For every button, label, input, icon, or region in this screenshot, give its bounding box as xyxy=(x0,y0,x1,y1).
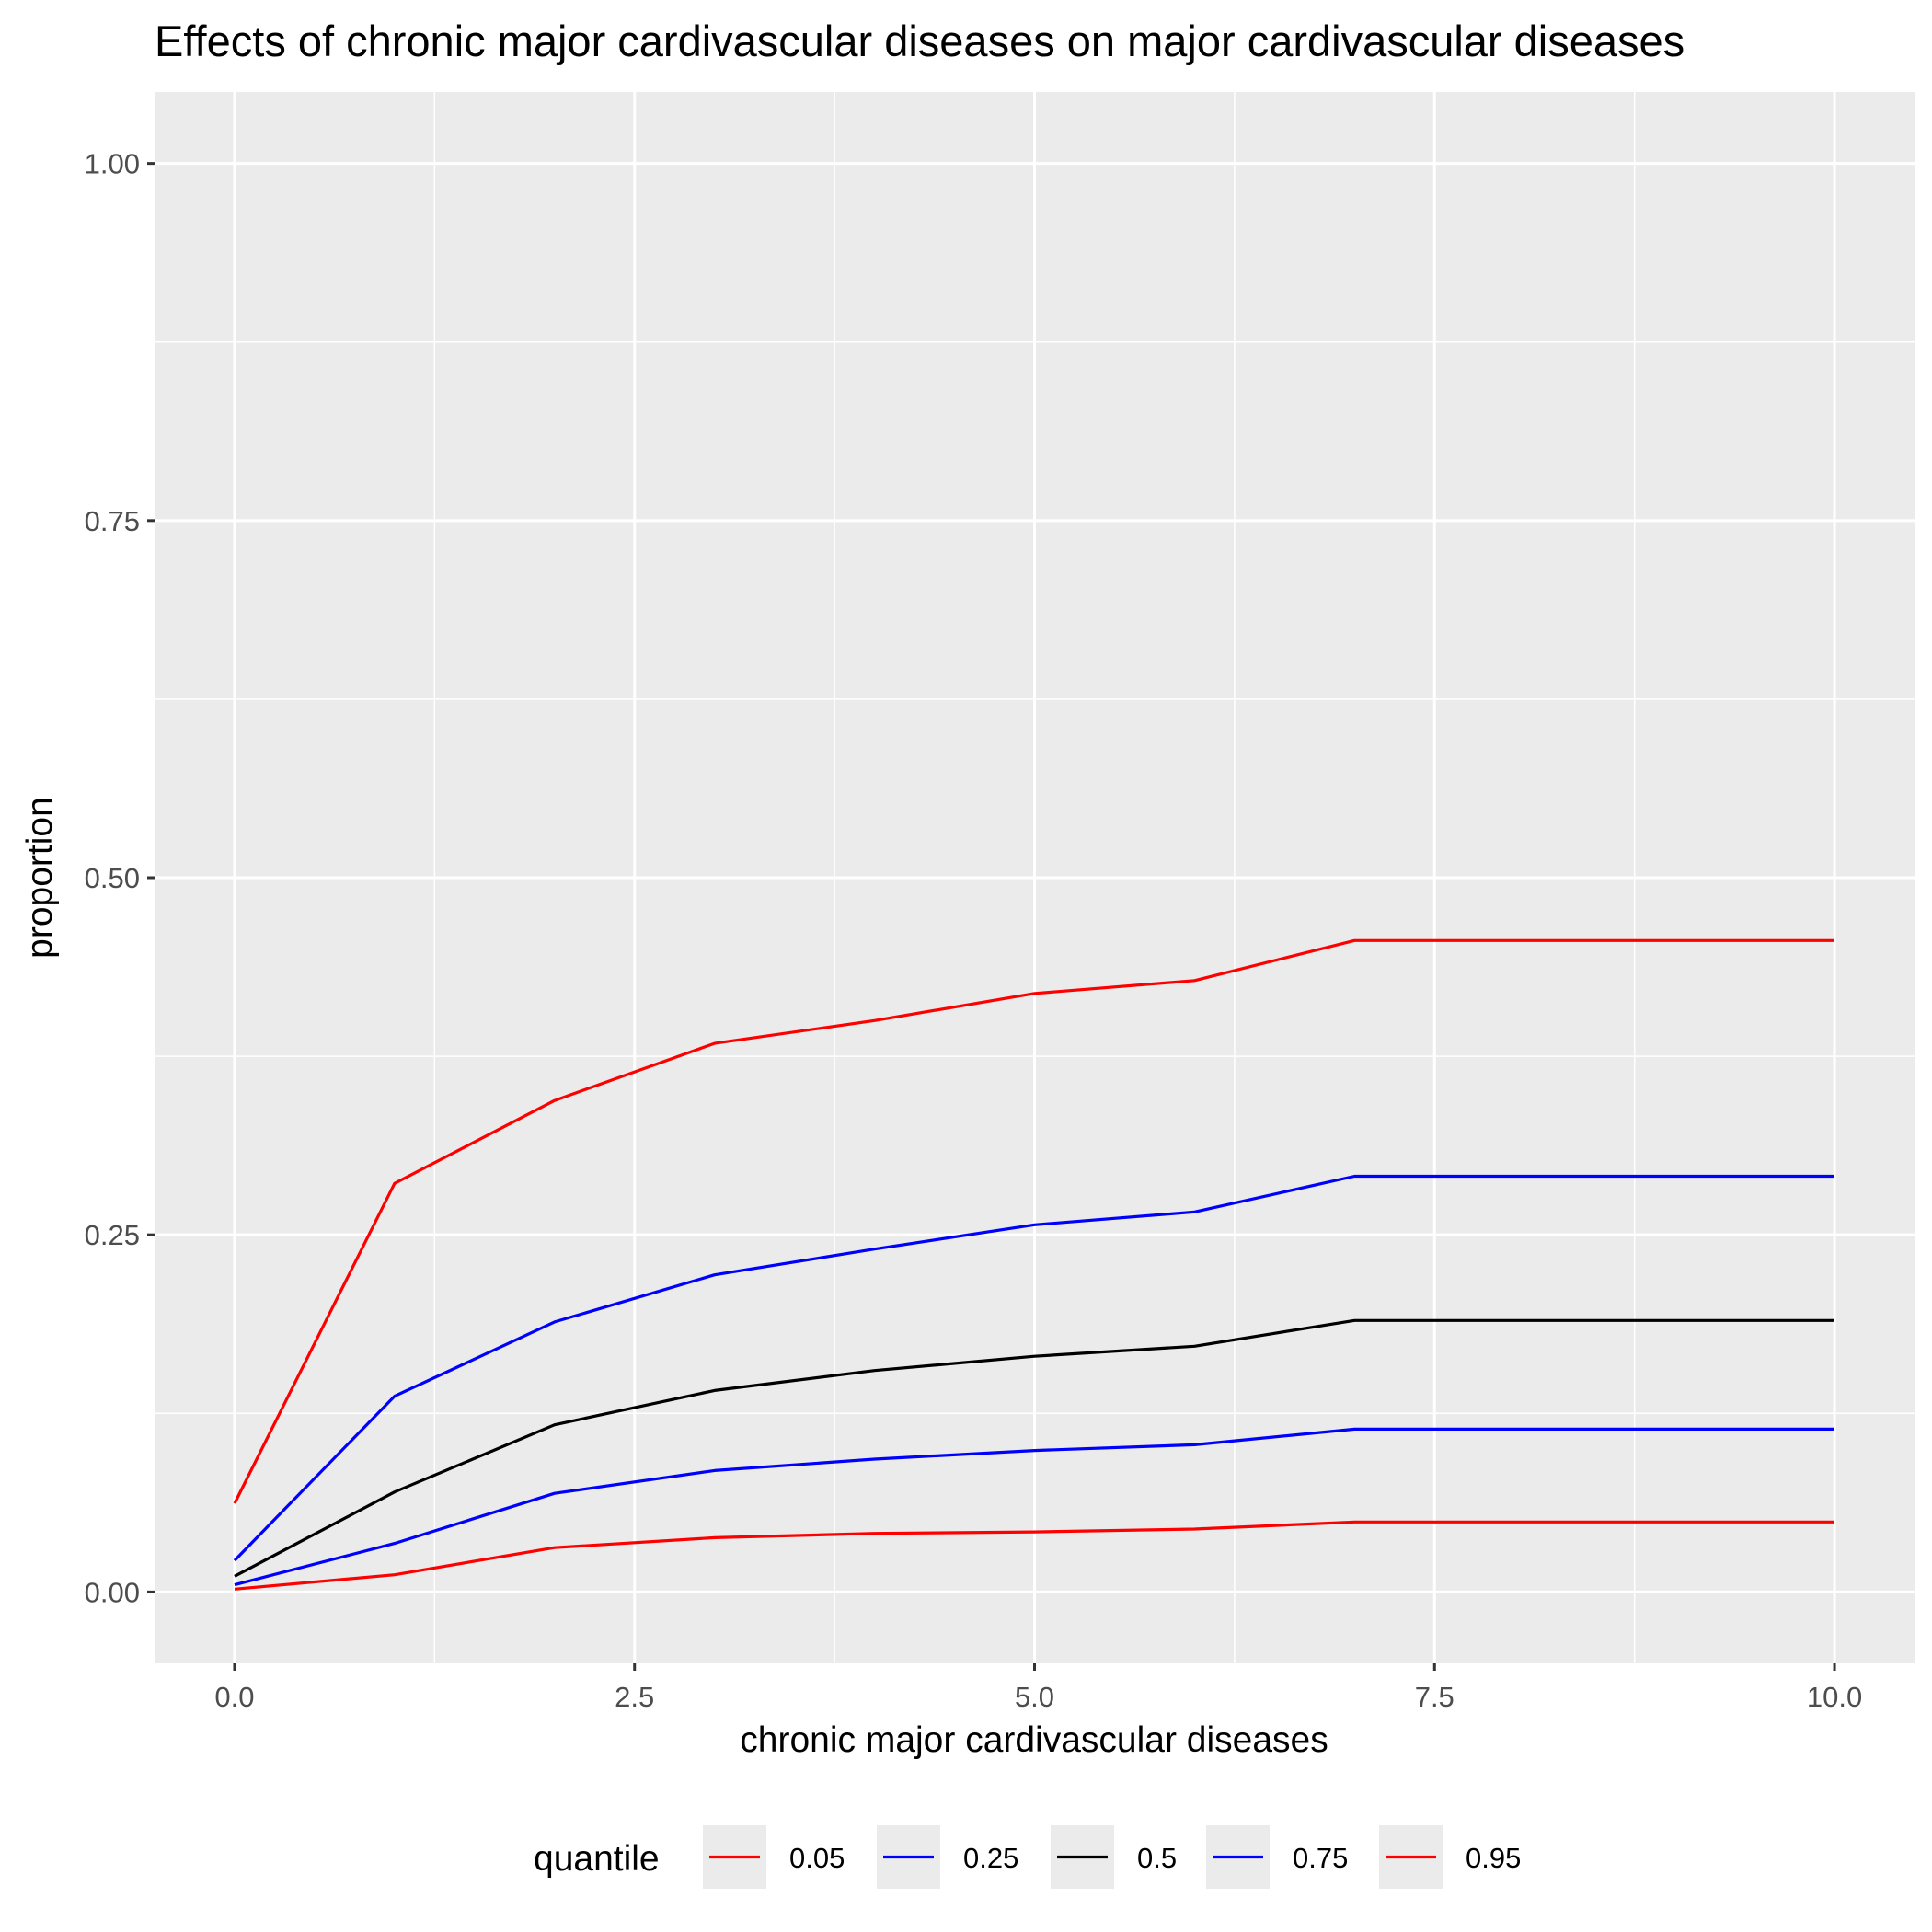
y-axis: 0.00 0.25 0.50 0.75 1.00 xyxy=(85,148,155,1608)
legend-title: quantile xyxy=(534,1839,660,1879)
x-tick-label: 10.0 xyxy=(1807,1681,1862,1713)
x-tick-label: 2.5 xyxy=(615,1681,654,1713)
major-gridlines xyxy=(155,92,1915,1663)
series-line-0.95 xyxy=(233,938,1834,1504)
series-line-0.5 xyxy=(234,1318,1834,1578)
x-tick-label: 0.0 xyxy=(214,1681,254,1713)
y-tick-label: 0.50 xyxy=(85,862,140,894)
x-tick-label: 5.0 xyxy=(1015,1681,1054,1713)
y-tick-label: 1.00 xyxy=(85,148,140,180)
y-axis-title: proportion xyxy=(20,797,60,959)
series-line-0.05 xyxy=(234,1520,1834,1591)
chart-title: Effects of chronic major cardivascular d… xyxy=(155,17,1685,65)
legend-label-0.25: 0.25 xyxy=(963,1842,1018,1874)
y-tick-label: 0.00 xyxy=(85,1576,140,1608)
y-tick-label: 0.75 xyxy=(85,505,140,537)
legend-label-0.05: 0.05 xyxy=(789,1842,845,1874)
series-lines xyxy=(233,938,1834,1591)
legend-label-0.5: 0.5 xyxy=(1137,1842,1177,1874)
series-line-0.25 xyxy=(234,1427,1834,1587)
x-axis: 0.0 2.5 5.0 7.5 10.0 xyxy=(214,1663,1862,1713)
x-axis-title: chronic major cardivascular diseases xyxy=(740,1720,1328,1760)
series-line-0.75 xyxy=(233,1174,1834,1562)
legend: quantile 0.05 0.25 0.5 0.75 0.95 xyxy=(534,1825,1521,1889)
legend-label-0.75: 0.75 xyxy=(1293,1842,1348,1874)
y-tick-label: 0.25 xyxy=(85,1219,140,1251)
legend-label-0.95: 0.95 xyxy=(1466,1842,1521,1874)
x-tick-label: 7.5 xyxy=(1415,1681,1455,1713)
